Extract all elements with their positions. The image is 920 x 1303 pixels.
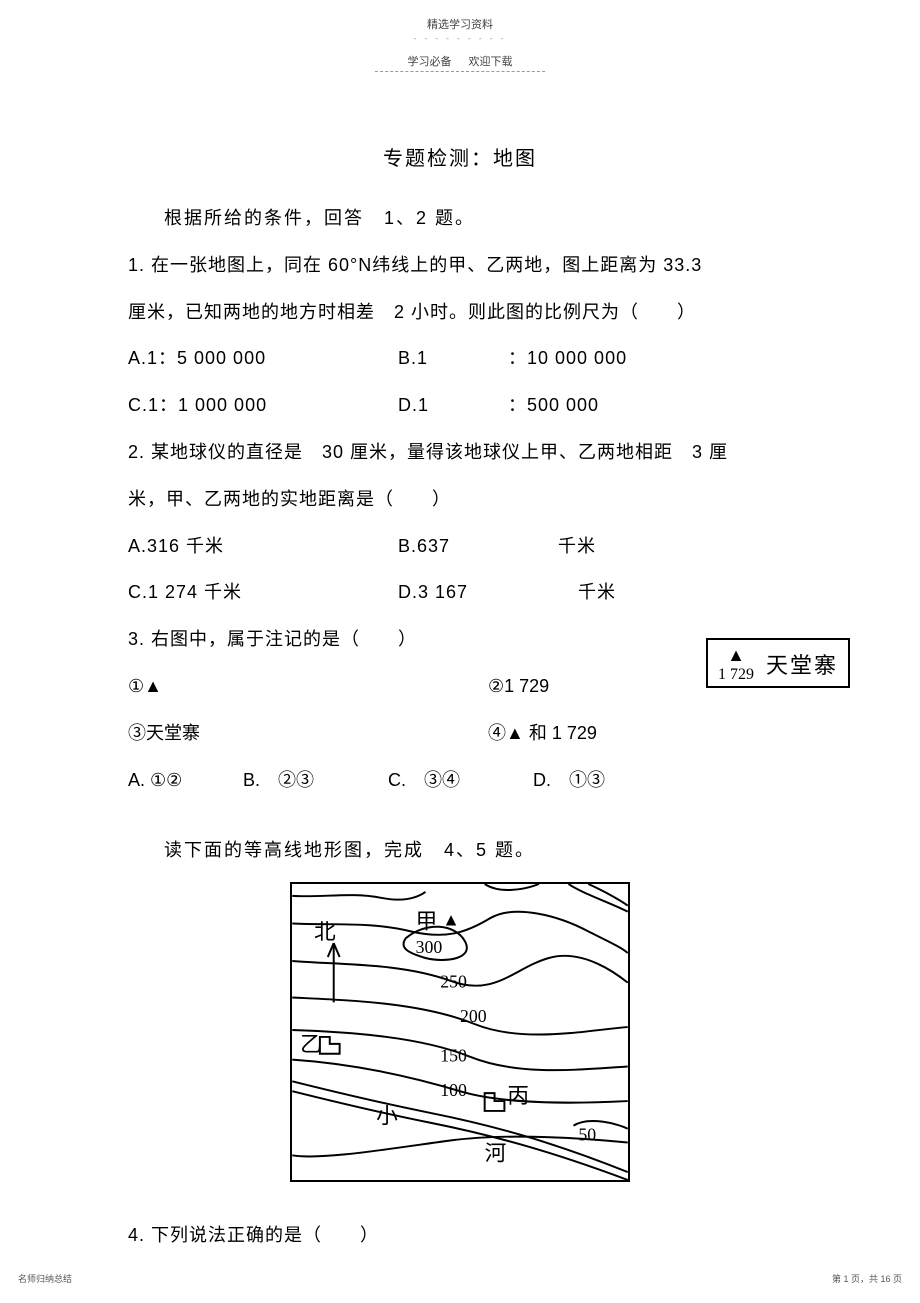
q1-opt-a: A.1：5 000 000 xyxy=(128,335,398,382)
q1-opt-b: B.1 xyxy=(398,335,508,382)
header-top: 精选学习资料 xyxy=(0,0,920,32)
q2-opt-b-val: 千米 xyxy=(558,523,596,570)
header-sub: 学习必备 欢迎下载 xyxy=(0,53,920,69)
map-label-yi: 乙 xyxy=(300,1033,322,1057)
legend-triangle-icon: ▲ xyxy=(727,646,745,664)
map-label-he: 河 xyxy=(485,1141,507,1165)
footer-left: 名师归纳总结 xyxy=(18,1272,72,1285)
q1-opts-row2: C.1：1 000 000 D.1 ：500 000 xyxy=(128,382,792,429)
legend-box: ▲ 1 729 天堂寨 xyxy=(706,638,850,688)
q1-opt-d-val: ：500 000 xyxy=(508,382,599,429)
q3-opt-1r: ②1 729 xyxy=(488,663,549,710)
content-region: 根据所给的条件，回答 1、2 题。 1. 在一张地图上，同在 60°N纬线上的甲… xyxy=(0,195,920,1259)
q3-opt-a: A. ①② xyxy=(128,757,238,804)
q2-opt-a: A.316 千米 xyxy=(128,523,398,570)
q2-opt-b: B.637 xyxy=(398,523,558,570)
q3-opt-d: D. ①③ xyxy=(533,757,605,804)
header-dashes: - - - - - - - - - xyxy=(0,34,920,43)
map-label-50: 50 xyxy=(578,1125,596,1145)
map-label-250: 250 xyxy=(440,972,467,992)
q2-opts-row2: C.1 274 千米 D.3 167 千米 xyxy=(128,569,792,616)
q3-opt-b: B. ②③ xyxy=(243,757,383,804)
map-label-bing: 丙 xyxy=(507,1084,529,1108)
header-sub-right: 欢迎下载 xyxy=(469,56,513,68)
q1-opt-c: C.1：1 000 000 xyxy=(128,382,398,429)
q1-opt-d: D.1 xyxy=(398,382,508,429)
q3-opt-c: C. ③④ xyxy=(388,757,528,804)
map-label-xiao: 小 xyxy=(376,1104,398,1128)
q4-stem: 4. 下列说法正确的是（ ） xyxy=(128,1212,792,1259)
map-label-300: 300 xyxy=(416,937,443,957)
q2-line2: 米，甲、乙两地的实地距离是（ ） xyxy=(128,476,792,523)
q1-opt-b-val: ：10 000 000 xyxy=(508,335,627,382)
q2-opt-d-val: 千米 xyxy=(578,569,616,616)
map-label-100: 100 xyxy=(440,1080,467,1100)
intro-4-5: 读下面的等高线地形图，完成 4、5 题。 xyxy=(128,827,792,874)
q1-line2: 厘米，已知两地的地方时相差 2 小时。则此图的比例尺为（ ） xyxy=(128,289,792,336)
header-underline xyxy=(375,71,545,72)
map-triangle-icon: ▲ xyxy=(442,910,460,930)
q3-abcd: A. ①② B. ②③ C. ③④ D. ①③ xyxy=(128,757,792,804)
q1-line1: 1. 在一张地图上，同在 60°N纬线上的甲、乙两地，图上距离为 33.3 xyxy=(128,242,792,289)
header-sub-left: 学习必备 xyxy=(407,56,451,68)
intro-1-2: 根据所给的条件，回答 1、2 题。 xyxy=(128,195,792,242)
map-label-north: 北 xyxy=(314,920,336,944)
map-label-jia: 甲 xyxy=(416,910,438,934)
footer-right: 第 1 页，共 16 页 xyxy=(832,1272,902,1285)
contour-map: ▲ 北 甲 乙 丙 小 河 300 250 200 150 xyxy=(128,882,792,1200)
legend-text: 天堂寨 xyxy=(766,648,838,680)
document-title: 专题检测：地图 xyxy=(0,142,920,171)
q2-opt-c: C.1 274 千米 xyxy=(128,569,398,616)
map-label-150: 150 xyxy=(440,1046,467,1066)
q3-opt-2r: ④▲ 和 1 729 xyxy=(488,710,597,757)
q3-row1: ①▲ ②1 729 xyxy=(128,663,792,710)
contour-map-svg: ▲ 北 甲 乙 丙 小 河 300 250 200 150 xyxy=(290,882,630,1182)
q2-line1: 2. 某地球仪的直径是 30 厘米，量得该地球仪上甲、乙两地相距 3 厘 xyxy=(128,429,792,476)
q3-stem: 3. 右图中，属于注记的是（ ） xyxy=(128,616,792,663)
q3-opt-1l: ①▲ xyxy=(128,663,488,710)
q2-opts-row1: A.316 千米 B.637 千米 xyxy=(128,523,792,570)
q3-row2: ③天堂寨 ④▲ 和 1 729 xyxy=(128,710,792,757)
map-label-200: 200 xyxy=(460,1006,487,1026)
legend-number: 1 729 xyxy=(718,666,754,684)
q3-opt-2l: ③天堂寨 xyxy=(128,710,488,757)
q2-opt-d: D.3 167 xyxy=(398,569,578,616)
q1-opts-row1: A.1：5 000 000 B.1 ：10 000 000 xyxy=(128,335,792,382)
